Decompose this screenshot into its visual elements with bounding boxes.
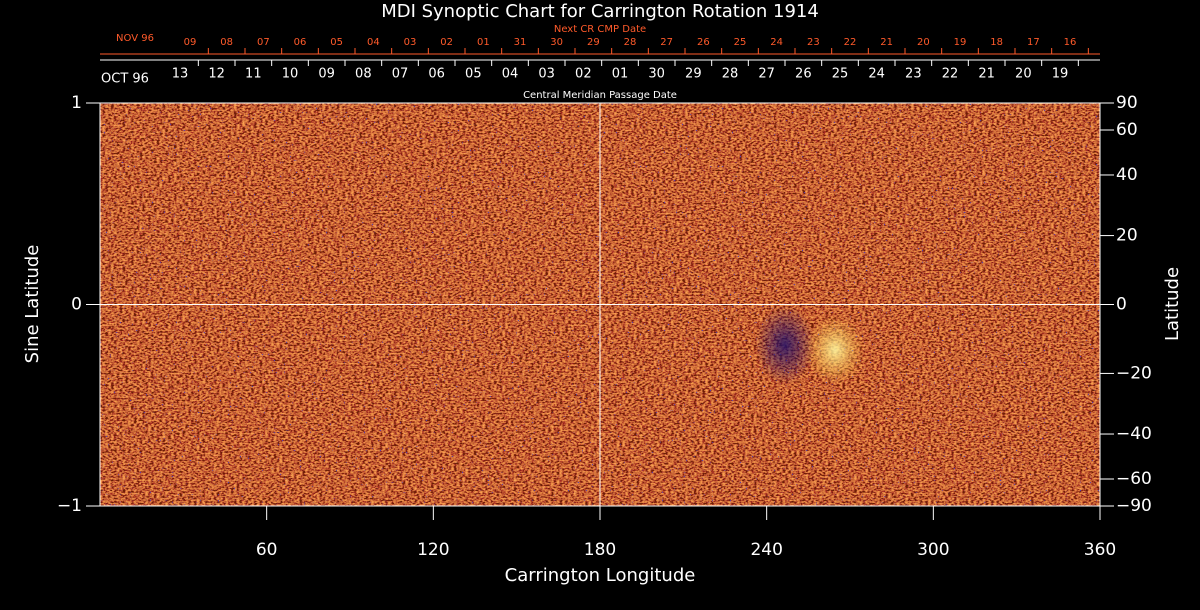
x-tick-label: 120 (417, 540, 449, 560)
date-label: 04 (502, 67, 519, 82)
date-label: 02 (575, 67, 592, 82)
date-label: 26 (697, 37, 710, 48)
x-tick-label: 180 (584, 540, 616, 560)
date-label: 01 (612, 67, 629, 82)
date-label: 12 (208, 67, 225, 82)
y2-axis-label: Latitude (1162, 267, 1183, 341)
x-axis-label: Carrington Longitude (505, 565, 696, 586)
date-label: 22 (942, 67, 959, 82)
date-label: 07 (257, 37, 270, 48)
date-label: 30 (648, 67, 665, 82)
y2-tick-label: 90 (1116, 93, 1138, 113)
date-label: 22 (844, 37, 857, 48)
date-label: 29 (587, 37, 600, 48)
date-axis-start: NOV 96 (116, 33, 154, 44)
date-label: 24 (770, 37, 783, 48)
date-axis-label: Next CR CMP Date (554, 24, 646, 35)
date-label: 26 (795, 67, 812, 82)
date-label: 05 (465, 67, 482, 82)
y2-tick-label: 0 (1116, 295, 1127, 315)
date-label: 21 (978, 67, 995, 82)
date-label: 23 (905, 67, 922, 82)
y2-tick-label: 20 (1116, 226, 1138, 246)
y2-tick-label: −20 (1116, 363, 1152, 383)
date-label: 28 (624, 37, 637, 48)
date-label: 17 (1027, 37, 1040, 48)
date-label: 06 (294, 37, 307, 48)
date-label: 07 (392, 67, 409, 82)
date-label: 25 (734, 37, 747, 48)
date-label: 19 (1052, 67, 1069, 82)
date-label: 01 (477, 37, 490, 48)
x-tick-label: 360 (1084, 540, 1116, 560)
x-tick-label: 240 (750, 540, 782, 560)
date-label: 30 (550, 37, 563, 48)
y-tick-label: 0 (71, 295, 82, 315)
chart-title: MDI Synoptic Chart for Carrington Rotati… (381, 1, 819, 22)
date-label: 20 (917, 37, 930, 48)
date-label: 09 (184, 37, 197, 48)
date-label: 29 (685, 67, 702, 82)
x-tick-label: 300 (917, 540, 949, 560)
date-label: 27 (758, 67, 775, 82)
date-label: 04 (367, 37, 380, 48)
date-label: 25 (832, 67, 849, 82)
y2-tick-label: −60 (1116, 469, 1152, 489)
y2-tick-label: −90 (1116, 496, 1152, 516)
date-label: 08 (355, 67, 372, 82)
date-label: 10 (282, 67, 299, 82)
date-label: 28 (722, 67, 739, 82)
y2-tick-label: −40 (1116, 424, 1152, 444)
y-tick-label: −1 (57, 496, 82, 516)
y2-tick-label: 40 (1116, 165, 1138, 185)
date-label: 20 (1015, 67, 1032, 82)
date-label: 11 (245, 67, 262, 82)
y-axis-label: Sine Latitude (22, 245, 43, 364)
y2-tick-label: 60 (1116, 120, 1138, 140)
date-label: 31 (514, 37, 527, 48)
date-label: 02 (440, 37, 453, 48)
date-label: 09 (318, 67, 335, 82)
date-label: 03 (538, 67, 555, 82)
date-label: 24 (868, 67, 885, 82)
date-axis-label: Central Meridian Passage Date (523, 90, 677, 101)
date-label: 13 (172, 67, 189, 82)
date-label: 27 (660, 37, 673, 48)
date-label: 06 (428, 67, 445, 82)
date-axis-start: OCT 96 (101, 72, 149, 87)
date-label: 08 (220, 37, 233, 48)
date-label: 05 (330, 37, 343, 48)
date-label: 19 (954, 37, 967, 48)
x-tick-label: 60 (256, 540, 278, 560)
y-tick-label: 1 (71, 93, 82, 113)
date-label: 16 (1064, 37, 1077, 48)
date-label: 03 (404, 37, 417, 48)
date-label: 21 (880, 37, 893, 48)
date-label: 23 (807, 37, 820, 48)
date-label: 18 (990, 37, 1003, 48)
